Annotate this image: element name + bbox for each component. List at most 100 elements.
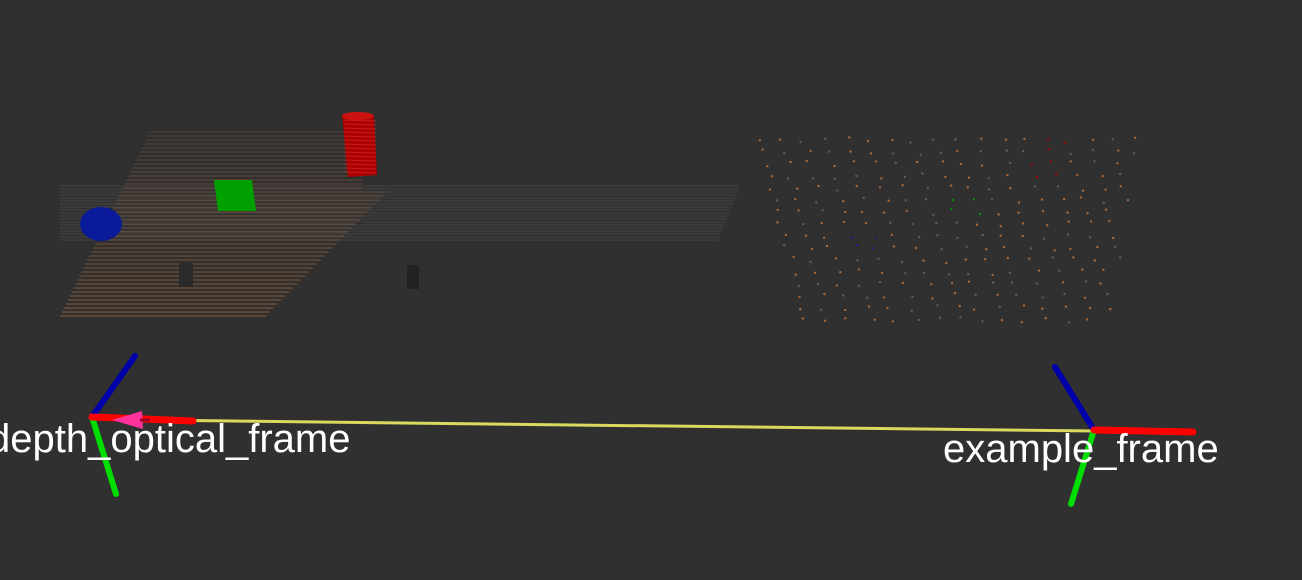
pointcloud-point [1053,249,1056,252]
pointcloud-point [991,273,994,277]
pointcloud-point [809,149,812,153]
pointcloud-point [843,220,846,224]
pointcloud-point [823,292,826,296]
sphere-marker-icon [80,207,122,241]
pointcloud-point [944,175,947,179]
cylinder-stripe [343,127,377,130]
pointcloud-point [844,210,847,214]
pointcloud-point [820,221,823,225]
cylinder-stripe [343,147,377,150]
pointcloud-point [766,165,769,168]
pointcloud-point [932,213,935,216]
pointcloud-point [967,273,970,276]
pointcloud-point [1037,269,1041,272]
pointcloud-point [855,243,859,247]
pointcloud-point [865,296,869,299]
pointcloud-point [998,305,1001,308]
pointcloud-point [783,151,786,155]
pointcloud-point [792,255,795,259]
pointcloud-point [931,138,935,141]
pointcloud-point [810,247,814,251]
pointcloud-point [1102,201,1106,205]
pointcloud-point [950,207,953,211]
pointcloud-point [842,200,845,203]
cylinder-stripe [343,151,377,154]
pointcloud-point [999,225,1002,228]
pointcloud-point [1088,306,1092,310]
pointcloud-point [918,235,921,239]
pointcloud-far-sparse [758,136,1137,324]
pointcloud-point [856,259,859,262]
pointcloud-point [823,319,827,322]
pointcloud-point [874,236,877,239]
pointcloud-point [1028,257,1031,260]
pointcloud-point [794,197,797,201]
pointcloud-point [975,223,979,226]
pointcloud-point [1041,210,1045,213]
pointcloud-near-gray [60,185,740,241]
pointcloud-point [1051,256,1054,259]
pointcloud-point [1063,292,1066,295]
pointcloud-point [874,160,878,163]
pointcloud-point [871,247,874,250]
pointcloud-point [804,234,808,237]
cylinder-stripe [343,135,377,138]
pointcloud-point [887,199,890,202]
pointcloud-point [992,281,995,284]
pointcloud-point [922,271,925,275]
pointcloud-point [1033,185,1037,188]
pointcloud-point [796,187,799,190]
cylinder-marker-icon [342,112,377,177]
pointcloud-point [967,176,971,179]
pointcloud-point [778,138,782,141]
pointcloud-point [1040,198,1044,201]
pointcloud-point [822,236,826,239]
pointcloud-point [1058,269,1061,272]
pointcloud-point [972,308,976,311]
pointcloud-point [1089,220,1093,223]
pointcloud-point [1022,304,1026,307]
pointcloud-point [1102,268,1105,271]
pointcloud-point [1085,318,1089,321]
pointcloud-point [904,272,907,275]
pointcloud-point [911,222,914,226]
pointcloud-point [878,186,882,189]
pointcloud-point [926,186,930,189]
pointcloud-point [1108,219,1111,223]
pointcloud-point [1072,256,1075,259]
pointcloud-point [966,186,969,189]
pointcloud-point [1047,148,1050,151]
pointcloud-point [882,211,886,214]
cylinder-stripe [343,163,377,166]
pointcloud-point [862,196,865,199]
pointcloud-point [839,271,842,274]
pointcloud-point [824,137,827,140]
pointcloud-point [815,201,818,204]
pointcloud-point [1049,160,1053,163]
pointcloud-point [1088,236,1092,239]
pointcloud-point [1116,162,1119,165]
pointcloud-point [794,273,797,276]
pointcloud-point [1064,305,1068,308]
pointcloud-point [786,177,790,180]
pointcloud-point [1000,318,1003,322]
pointcloud-point [891,320,894,323]
pointcloud-point [1008,161,1012,165]
pointcloud-point [1035,175,1039,179]
cube-marker-icon [214,180,256,211]
pointcloud-point [1041,296,1044,299]
pointcloud-point [1017,211,1020,214]
pointcloud-point [1118,256,1122,259]
pointcloud-point [1084,280,1088,283]
pointcloud-point [771,175,774,178]
pointcloud-point [799,141,802,144]
pointcloud-point [813,271,817,274]
pointcloud-point [941,160,945,163]
pointcloud-point [869,152,873,155]
pointcloud-point [1096,245,1099,249]
pointcloud-point [940,248,943,251]
pointcloud-point [922,259,925,262]
pointcloud-point [1020,321,1023,324]
pointcloud-point [850,236,853,239]
